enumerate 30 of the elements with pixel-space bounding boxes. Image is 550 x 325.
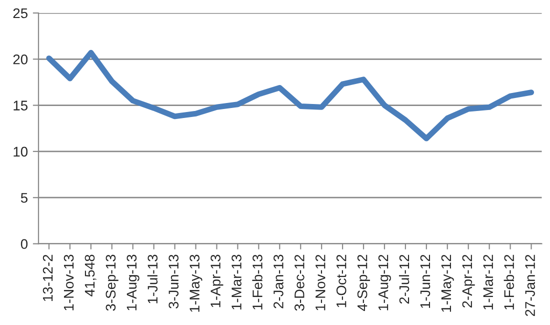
x-tick-label: 2-Jan-13 [274,254,284,308]
x-tick-label: 1-Nov-12 [315,254,326,310]
y-tick-label: 25 [13,8,28,18]
x-tick-label: 1-Nov-13 [64,254,74,310]
x-tick-label: 1-Aug-13 [126,254,140,310]
y-tick-label: 15 [14,100,28,110]
y-tick-label: 0 [20,239,28,249]
x-tick-label: 1-Feb-12 [504,254,514,310]
x-tick-label: 3-Sep-13 [106,254,118,311]
x-tick-label: 2-Jul-12 [398,254,410,304]
x-tick-label: 4-Sep-12 [357,254,370,311]
x-tick-label: 1-Mar-12 [483,254,494,310]
y-tick-label: 20 [13,54,28,64]
x-tick-label: 27-Jan-12 [525,254,535,316]
x-tick-label: 1-May-12 [441,254,454,312]
x-tick-label: 1-Jul-13 [147,254,158,304]
x-tick-label: 13-12-2 [42,254,53,301]
x-tick-label: 2-Apr-12 [462,254,475,308]
y-tick-label: 5 [20,193,28,203]
y-tick-label: 10 [14,146,28,157]
x-tick-label: 1-Oct-12 [336,254,346,308]
x-tick-label: 3-Jun-13 [168,254,179,308]
x-tick-label: 1-Feb-13 [252,254,262,310]
x-tick-label: 41,548 [84,254,96,296]
x-tick-label: 1-Apr-13 [210,254,224,308]
x-tick-label: 1-Jun-12 [420,254,430,308]
x-tick-label: 3-Dec-12 [294,254,304,311]
x-tick-label: 1-Aug-12 [378,254,391,310]
x-tick-label: 1-May-13 [190,254,202,312]
x-tick-label: 1-Mar-13 [232,254,242,310]
